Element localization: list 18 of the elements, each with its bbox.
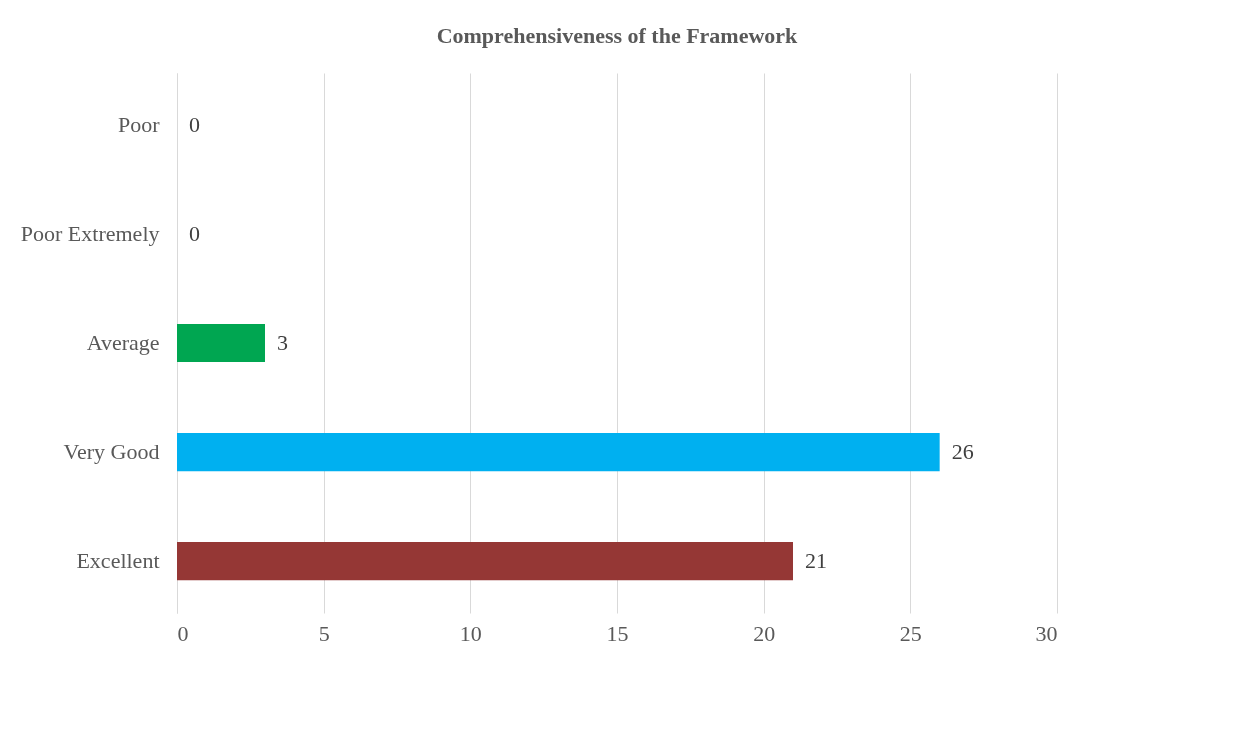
data-label: 0 (189, 220, 200, 246)
x-tick-label: 0 (177, 620, 189, 646)
data-label: 26 (951, 439, 974, 465)
data-label: 0 (189, 111, 200, 137)
data-label: 21 (805, 548, 827, 574)
y-tick-label: Very Good (63, 439, 160, 465)
x-tick-label: 25 (899, 620, 922, 646)
x-tick-label: 10 (459, 620, 482, 646)
x-tick-label: 30 (1035, 620, 1058, 646)
x-tick-label: 20 (753, 620, 776, 646)
data-label: 3 (277, 330, 288, 355)
x-tick-label: 5 (318, 620, 330, 646)
y-tick-label: Poor (117, 111, 161, 137)
x-tick-label: 15 (606, 620, 629, 646)
chart-title: Comprehensiveness of the Framework (436, 23, 799, 48)
y-tick-label: Excellent (76, 548, 160, 574)
y-tick-label: Poor Extremely (20, 220, 160, 246)
y-tick-label: Average (86, 330, 160, 355)
